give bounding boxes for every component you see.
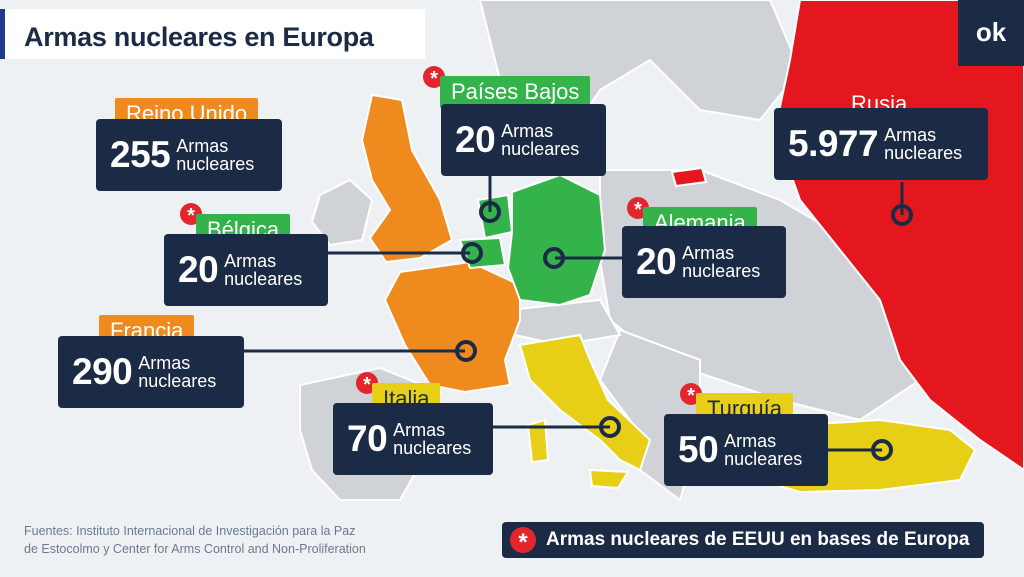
box-alemania: 20 Armas nucleares [622, 226, 786, 298]
unit-armas: Armas [224, 251, 277, 271]
page-title: Armas nucleares en Europa [24, 22, 374, 52]
legend: * Armas nucleares de EEUU en bases de Eu… [502, 522, 984, 558]
count-francia: 290 [72, 351, 133, 392]
marker-belgica [461, 242, 483, 264]
unit-armas: Armas [884, 125, 937, 145]
count-turquia: 50 [678, 429, 719, 470]
unit-nucleares: nucleares [884, 143, 963, 163]
count-belgica: 20 [178, 249, 219, 290]
label-paises-bajos: Países Bajos [440, 76, 591, 108]
unit-armas: Armas [682, 243, 735, 263]
title-bar: Armas nucleares en Europa [0, 9, 425, 59]
unit-nucleares: nucleares [724, 449, 803, 469]
unit-nucleares: nucleares [682, 261, 761, 281]
box-belgica: 20 Armas nucleares [164, 234, 328, 306]
sources-note: Fuentes: Instituto Internacional de Inve… [24, 522, 366, 558]
map-uk [360, 93, 454, 264]
legend-text: Armas nucleares de EEUU en bases de Euro… [546, 529, 970, 550]
map-ireland [310, 178, 374, 247]
box-francia: 290 Armas nucleares [58, 336, 244, 408]
marker-italia [599, 416, 621, 438]
asterisk-icon: * [510, 527, 536, 556]
marker-alemania [543, 247, 565, 269]
count-rusia: 5.977 [788, 123, 879, 164]
map-france [383, 260, 521, 394]
unit-armas: Armas [176, 136, 229, 156]
us-star-icon: * [423, 66, 445, 90]
unit-nucleares: nucleares [138, 371, 217, 391]
box-reino-unido: 255 Armas nucleares [96, 119, 282, 191]
unit-armas: Armas [393, 420, 446, 440]
sources-line-2: de Estocolmo y Center for Arms Control a… [24, 542, 366, 556]
unit-nucleares: nucleares [501, 139, 580, 159]
box-paises-bajos: 20 Armas nucleares [441, 104, 606, 176]
marker-rusia [891, 204, 913, 226]
box-turquia: 50 Armas nucleares [664, 414, 828, 486]
map-italy [518, 333, 652, 472]
unit-nucleares: nucleares [176, 154, 255, 174]
map-kaliningrad [670, 166, 708, 188]
map-sicily [588, 468, 630, 490]
unit-armas: Armas [501, 121, 554, 141]
box-rusia: 5.977 Armas nucleares [774, 108, 988, 180]
map-sardinia [526, 418, 550, 464]
marker-francia [455, 340, 477, 362]
unit-nucleares: nucleares [393, 438, 472, 458]
sources-line-1: Fuentes: Instituto Internacional de Inve… [24, 524, 356, 538]
unit-armas: Armas [138, 353, 191, 373]
marker-turquia [871, 439, 893, 461]
count-reino-unido: 255 [110, 134, 171, 175]
box-italia: 70 Armas nucleares [333, 403, 493, 475]
map-germany [506, 173, 607, 307]
count-italia: 70 [347, 418, 388, 459]
unit-armas: Armas [724, 431, 777, 451]
count-alemania: 20 [636, 241, 677, 282]
brand-logo: ok [958, 0, 1024, 66]
unit-nucleares: nucleares [224, 269, 303, 289]
count-paises-bajos: 20 [455, 119, 496, 160]
marker-paises-bajos [479, 201, 501, 223]
